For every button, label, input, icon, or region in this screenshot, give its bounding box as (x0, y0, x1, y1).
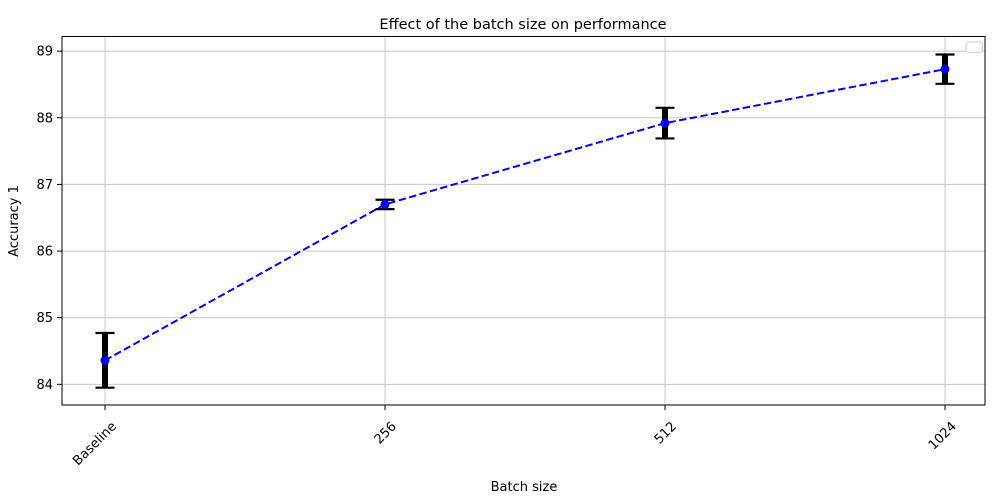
y-tick-label: 86 (36, 245, 53, 260)
y-axis-label: Accuracy 1 (7, 185, 22, 257)
y-tick-label: 85 (36, 311, 53, 326)
data-point-markers (100, 64, 950, 365)
x-tick-label: 256 (372, 419, 400, 447)
x-tick-label: 1024 (926, 419, 960, 453)
data-point-marker (940, 64, 950, 74)
y-tick-label: 89 (36, 45, 53, 60)
y-tick-label: 84 (36, 378, 53, 393)
axis-ticks (57, 50, 946, 410)
data-point-marker (380, 199, 390, 209)
grid-lines (62, 36, 985, 405)
chart-title: Effect of the batch size on performance (379, 17, 666, 33)
legend-box (965, 41, 984, 54)
data-point-marker (660, 118, 670, 128)
data-point-marker (100, 355, 110, 365)
x-tick-labels: Baseline 256 512 1024 (70, 419, 960, 469)
error-bars (95, 53, 955, 389)
x-tick-label: Baseline (70, 419, 120, 469)
x-axis-label: Batch size (491, 480, 558, 495)
y-tick-labels: 84 85 86 87 88 89 (36, 45, 53, 393)
x-tick-label: 512 (652, 419, 680, 447)
series-line (104, 68, 946, 362)
y-tick-label: 87 (36, 178, 53, 193)
plot-border (61, 36, 986, 406)
y-tick-label: 88 (36, 111, 53, 126)
